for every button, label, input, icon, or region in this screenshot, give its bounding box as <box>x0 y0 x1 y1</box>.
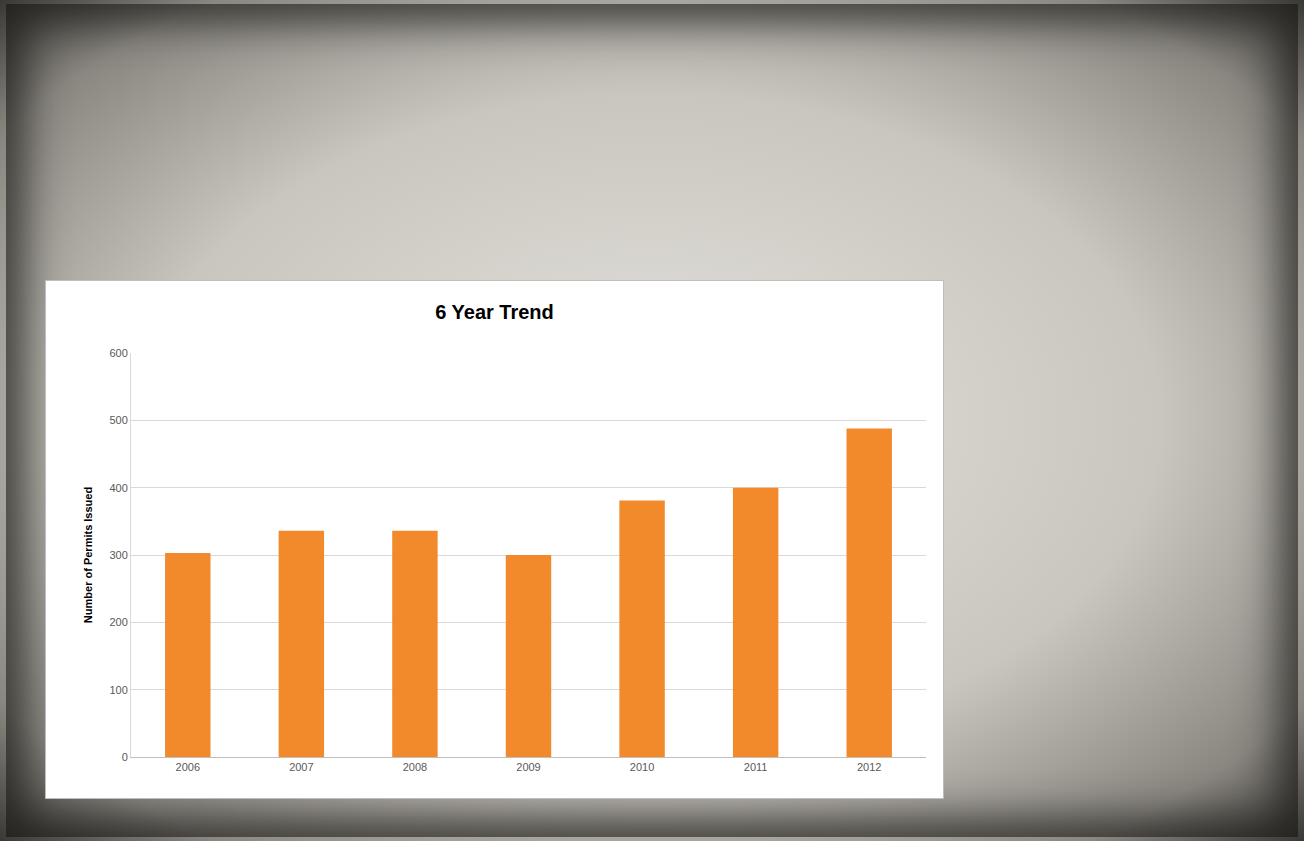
svg-text:300: 300 <box>109 549 127 561</box>
svg-text:2007: 2007 <box>289 761 313 773</box>
svg-text:100: 100 <box>109 684 127 696</box>
svg-text:2009: 2009 <box>516 761 540 773</box>
svg-text:400: 400 <box>109 482 127 494</box>
svg-text:2010: 2010 <box>630 761 654 773</box>
svg-text:2011: 2011 <box>744 761 768 773</box>
svg-text:Number of Permits Issued: Number of Permits Issued <box>82 487 94 623</box>
svg-text:200: 200 <box>109 616 127 628</box>
svg-text:2012: 2012 <box>857 761 881 773</box>
svg-text:6 Year Trend: 6 Year Trend <box>435 301 554 323</box>
svg-text:600: 600 <box>109 347 127 359</box>
svg-text:2008: 2008 <box>403 761 427 773</box>
svg-text:2006: 2006 <box>176 761 200 773</box>
svg-text:0: 0 <box>122 751 128 763</box>
svg-text:500: 500 <box>109 414 127 426</box>
